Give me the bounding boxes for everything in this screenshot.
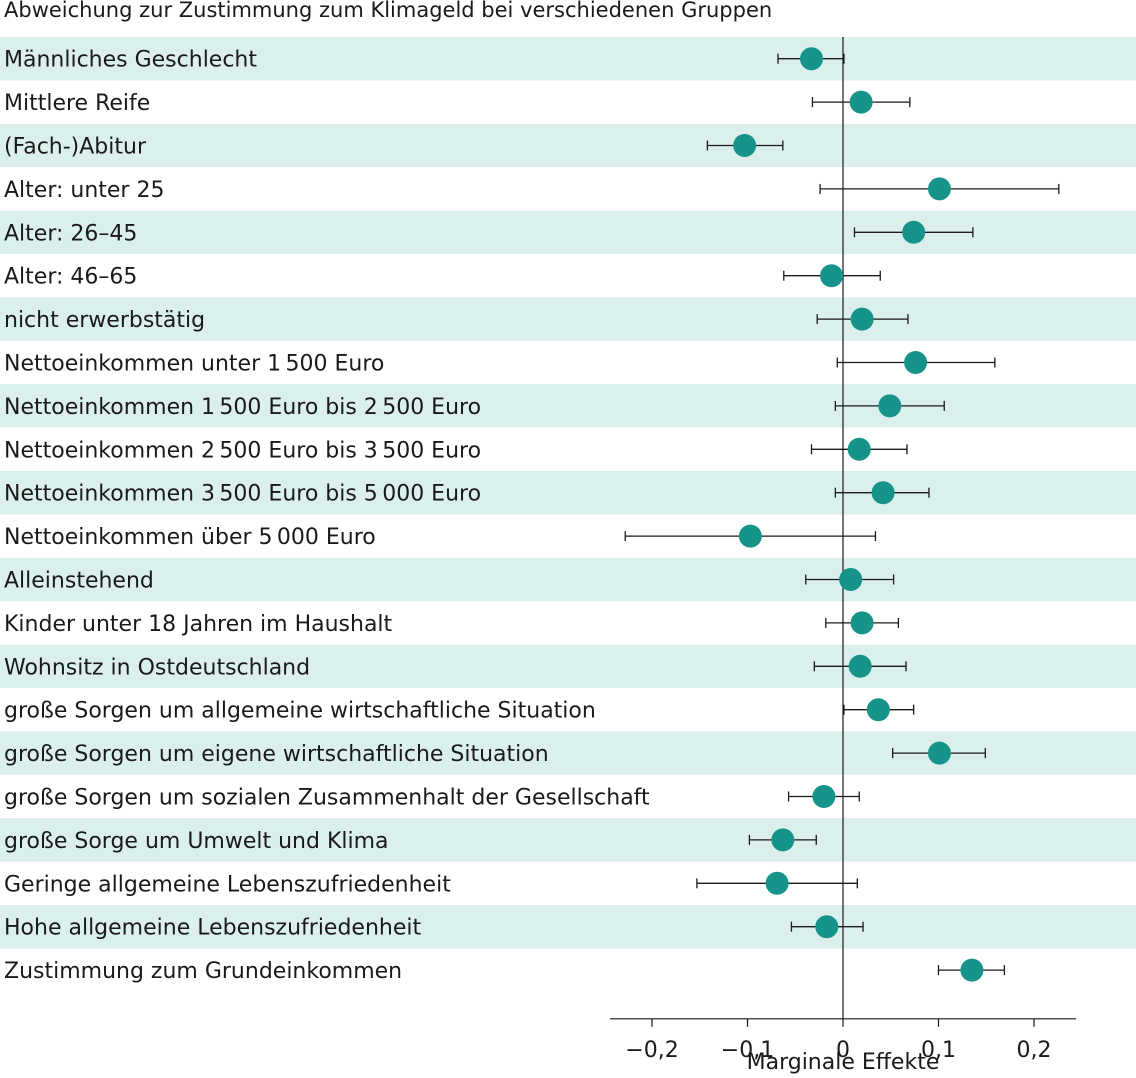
row-label: Alleinstehend — [4, 569, 154, 594]
estimate-point — [771, 828, 795, 852]
row-label: große Sorgen um allgemeine wirtschaftlic… — [4, 699, 596, 724]
estimate-point — [738, 524, 762, 548]
row-label: Nettoeinkommen über 5 000 Euro — [4, 525, 376, 550]
estimate-point — [927, 741, 951, 765]
row-band — [0, 905, 1136, 949]
row-label: Mittlere Reife — [4, 91, 150, 116]
estimate-point — [799, 47, 823, 71]
estimate-point — [848, 654, 872, 678]
estimate-point — [812, 785, 836, 808]
data-marks — [624, 47, 1060, 982]
row-labels: Männliches Geschlecht Mittlere Reife (Fach… — [4, 48, 650, 984]
row-band — [0, 297, 1136, 341]
x-tick-label: 0 — [836, 1038, 850, 1063]
estimate-point — [765, 871, 789, 895]
row-band — [0, 37, 1136, 81]
estimate-point — [902, 220, 926, 244]
row-band — [0, 557, 1136, 602]
x-axis: −0,2 −0,1 0 0,1 0,2 — [610, 37, 1076, 1063]
estimate-point — [820, 264, 844, 288]
row-label: große Sorge um Umwelt und Klima — [4, 829, 389, 854]
row-label: Alter: 26–45 — [4, 221, 137, 246]
estimate-point — [815, 915, 839, 939]
row-label: Nettoeinkommen 3 500 Euro bis 5 000 Euro — [4, 482, 481, 507]
estimate-point — [733, 134, 757, 157]
row-label: Alter: unter 25 — [4, 178, 164, 203]
row-band — [0, 818, 1136, 862]
estimate-point — [850, 611, 874, 635]
x-tick-label: 0,2 — [1017, 1038, 1052, 1063]
estimate-point — [927, 177, 951, 201]
estimate-point — [849, 90, 873, 114]
x-axis-label: Marginale Effekte — [747, 1050, 940, 1075]
estimate-point — [878, 394, 902, 418]
estimate-point — [871, 481, 895, 505]
estimate-point — [866, 698, 890, 722]
row-band — [0, 384, 1136, 428]
row-label: nicht erwerbstätig — [4, 308, 205, 333]
row-band — [0, 644, 1136, 688]
row-label: große Sorgen um eigene wirtschaftliche S… — [4, 742, 549, 767]
row-label: Alter: 46–65 — [4, 265, 137, 290]
x-tick-label: −0,2 — [625, 1038, 678, 1063]
x-tick-label: 0,1 — [921, 1038, 956, 1063]
row-label: Wohnsitz in Ostdeutschland — [4, 655, 310, 680]
estimate-point — [839, 568, 863, 591]
chart-title: Abweichung zur Zustimmung zum Klimageld … — [4, 0, 772, 22]
row-label: Zustimmung zum Grundeinkommen — [4, 959, 402, 984]
row-label: Geringe allgemeine Lebenszufriedenheit — [4, 872, 451, 897]
row-label: (Fach-)Abitur — [4, 135, 147, 160]
estimate-point — [960, 958, 984, 982]
row-label: große Sorgen um sozialen Zusammenhalt de… — [4, 786, 650, 811]
x-tick-label: −0,1 — [721, 1038, 774, 1063]
estimate-point — [850, 307, 874, 331]
row-label: Nettoeinkommen unter 1 500 Euro — [4, 352, 384, 377]
estimate-point — [904, 351, 928, 374]
row-band — [0, 123, 1136, 168]
estimate-point — [847, 437, 871, 461]
row-bands — [0, 37, 1136, 949]
row-label: Nettoeinkommen 2 500 Euro bis 3 500 Euro — [4, 438, 481, 463]
row-label: Nettoeinkommen 1 500 Euro bis 2 500 Euro — [4, 395, 481, 420]
row-band — [0, 471, 1136, 515]
row-label: Hohe allgemeine Lebenszufriedenheit — [4, 916, 422, 941]
row-label: Kinder unter 18 Jahren im Haushalt — [4, 612, 393, 637]
row-label: Männliches Geschlecht — [4, 48, 257, 73]
